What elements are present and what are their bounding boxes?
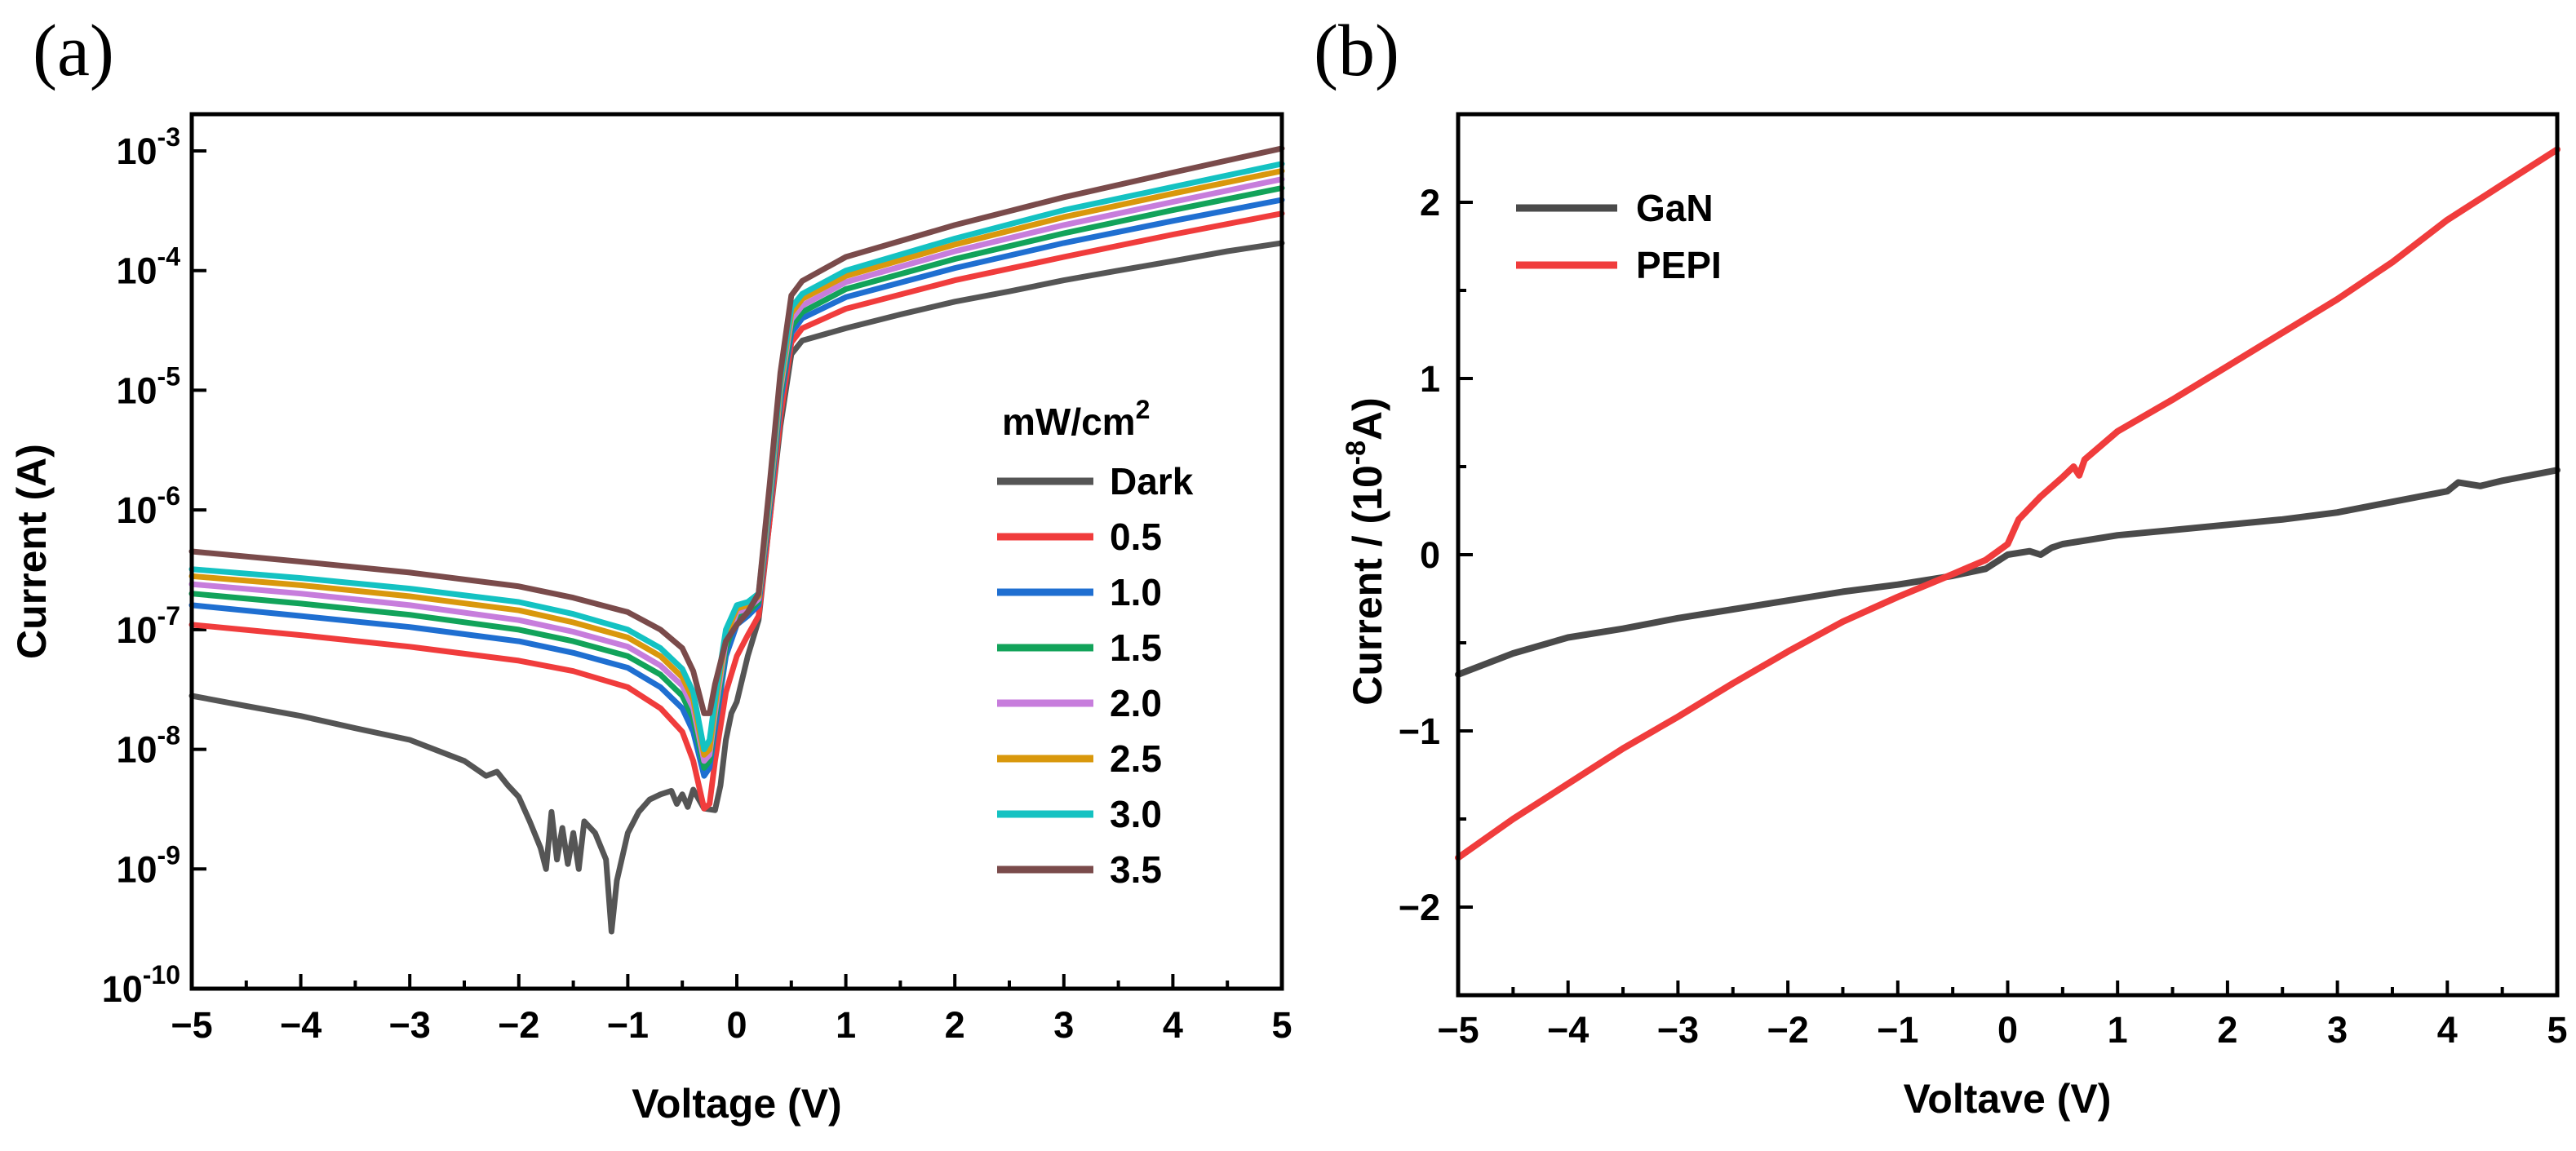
- panel-a-series: [188, 145, 1285, 935]
- panel-a-ytick-label: 10-4: [116, 242, 180, 292]
- panel-a-xtick-label: 3: [1053, 1004, 1074, 1046]
- panel-a-ytick-label: 10-6: [116, 481, 180, 531]
- panel-b-ytick-label: −2: [1399, 887, 1440, 928]
- panel-a-xtick-label: 0: [726, 1004, 747, 1046]
- panel-a-series-3.0: [188, 161, 1285, 753]
- panel-a-label: (a): [33, 11, 114, 91]
- panel-b-xtick-label: −4: [1547, 1009, 1589, 1051]
- panel-a-legend-label: Dark: [1110, 460, 1194, 502]
- panel-a-legend-label: 2.0: [1110, 682, 1162, 724]
- panel-b-label: (b): [1314, 11, 1399, 91]
- panel-a-xtick-label: 2: [945, 1004, 965, 1046]
- panel-a-ytick-label: 10-8: [116, 721, 180, 771]
- panel-a-legend-label: 3.5: [1110, 848, 1162, 891]
- panel-a-xtick-label: −4: [280, 1004, 321, 1046]
- panel-b-xtick-label: 0: [1997, 1009, 2018, 1051]
- panel-a-xtick-label: 4: [1163, 1004, 1183, 1046]
- panel-a-series-3.5: [188, 145, 1285, 716]
- panel-b-xtick-label: −2: [1767, 1009, 1808, 1051]
- panel-b-xtick-label: 4: [2437, 1009, 2458, 1051]
- panel-a-series-0.5: [188, 210, 1285, 812]
- panel-a: (a) −5 −4 −3 −2 −1 0 1 2 3 4 5 10-3 10-4 10-5 10-6 10-7…: [9, 11, 1292, 1127]
- panel-b-frame: [1456, 112, 2560, 998]
- panel-a-xtick-label: 1: [836, 1004, 856, 1046]
- panel-a-legend-title: mW/cm2: [1002, 395, 1150, 443]
- panel-b-xtick-label: 3: [2327, 1009, 2348, 1051]
- panel-a-legend-label: 0.5: [1110, 516, 1162, 558]
- panel-b-ticks: −5 −4 −3 −2 −1 0 1 2 3 4 5 2 1 0 −1 −2: [1399, 182, 2568, 1051]
- panel-a-legend: mW/cm2 Dark 0.5 1.0 1.5 2.0 2.5 3.0 3.5: [997, 395, 1194, 891]
- panel-a-legend-label: 1.0: [1110, 571, 1162, 613]
- panel-a-ylabel: Current (A): [9, 444, 55, 659]
- panel-b-ytick-label: 0: [1420, 534, 1440, 576]
- panel-b-series-PEPI: [1455, 146, 2560, 861]
- panel-a-xtick-label: 5: [1271, 1004, 1292, 1046]
- panel-a-ytick-label: 10-7: [116, 601, 180, 651]
- panel-a-xtick-label: −1: [607, 1004, 649, 1046]
- panel-b-legend-label: PEPI: [1636, 244, 1722, 286]
- panel-b-ytick-label: −1: [1399, 711, 1440, 752]
- panel-a-xtick-label: −3: [389, 1004, 431, 1046]
- panel-a-series-Dark: [188, 240, 1285, 935]
- panel-b-xtick-label: −5: [1437, 1009, 1479, 1051]
- panel-a-legend-label: 3.0: [1110, 793, 1162, 835]
- panel-a-ytick-label: 10-5: [116, 361, 180, 411]
- panel-b-legend: GaN PEPI: [1516, 187, 1722, 286]
- panel-b-xtick-label: −3: [1657, 1009, 1699, 1051]
- panel-b-xlabel: Voltave (V): [1904, 1076, 2112, 1122]
- panel-b-xtick-label: 1: [2108, 1009, 2128, 1051]
- panel-b-xtick-label: 2: [2217, 1009, 2237, 1051]
- panel-a-legend-label: 1.5: [1110, 626, 1162, 669]
- panel-b-ytick-label: 2: [1420, 182, 1440, 224]
- panel-a-legend-label: 2.5: [1110, 737, 1162, 780]
- panel-a-ytick-label: 10-9: [116, 840, 180, 890]
- panel-a-ytick-label: 10-3: [116, 122, 180, 172]
- panel-b-ytick-label: 1: [1420, 358, 1440, 400]
- panel-a-frame: [189, 112, 1284, 991]
- panel-b-series-GaN: [1455, 467, 2560, 678]
- panel-a-xlabel: Voltage (V): [632, 1081, 841, 1127]
- panel-b-xtick-label: 5: [2547, 1009, 2567, 1051]
- panel-a-ticks: −5 −4 −3 −2 −1 0 1 2 3 4 5 10-3 10-4 10-5 10-6 10-7 10-8…: [102, 122, 1292, 1046]
- panel-a-ytick-label: 10-10: [102, 960, 180, 1010]
- panel-a-xtick-label: −5: [171, 1004, 212, 1046]
- panel-b-series: [1455, 146, 2560, 861]
- panel-b-xtick-label: −1: [1877, 1009, 1918, 1051]
- panel-a-xtick-label: −2: [498, 1004, 539, 1046]
- panel-b-legend-label: GaN: [1636, 187, 1714, 229]
- panel-b-ylabel: Current / (10-8A): [1341, 397, 1390, 706]
